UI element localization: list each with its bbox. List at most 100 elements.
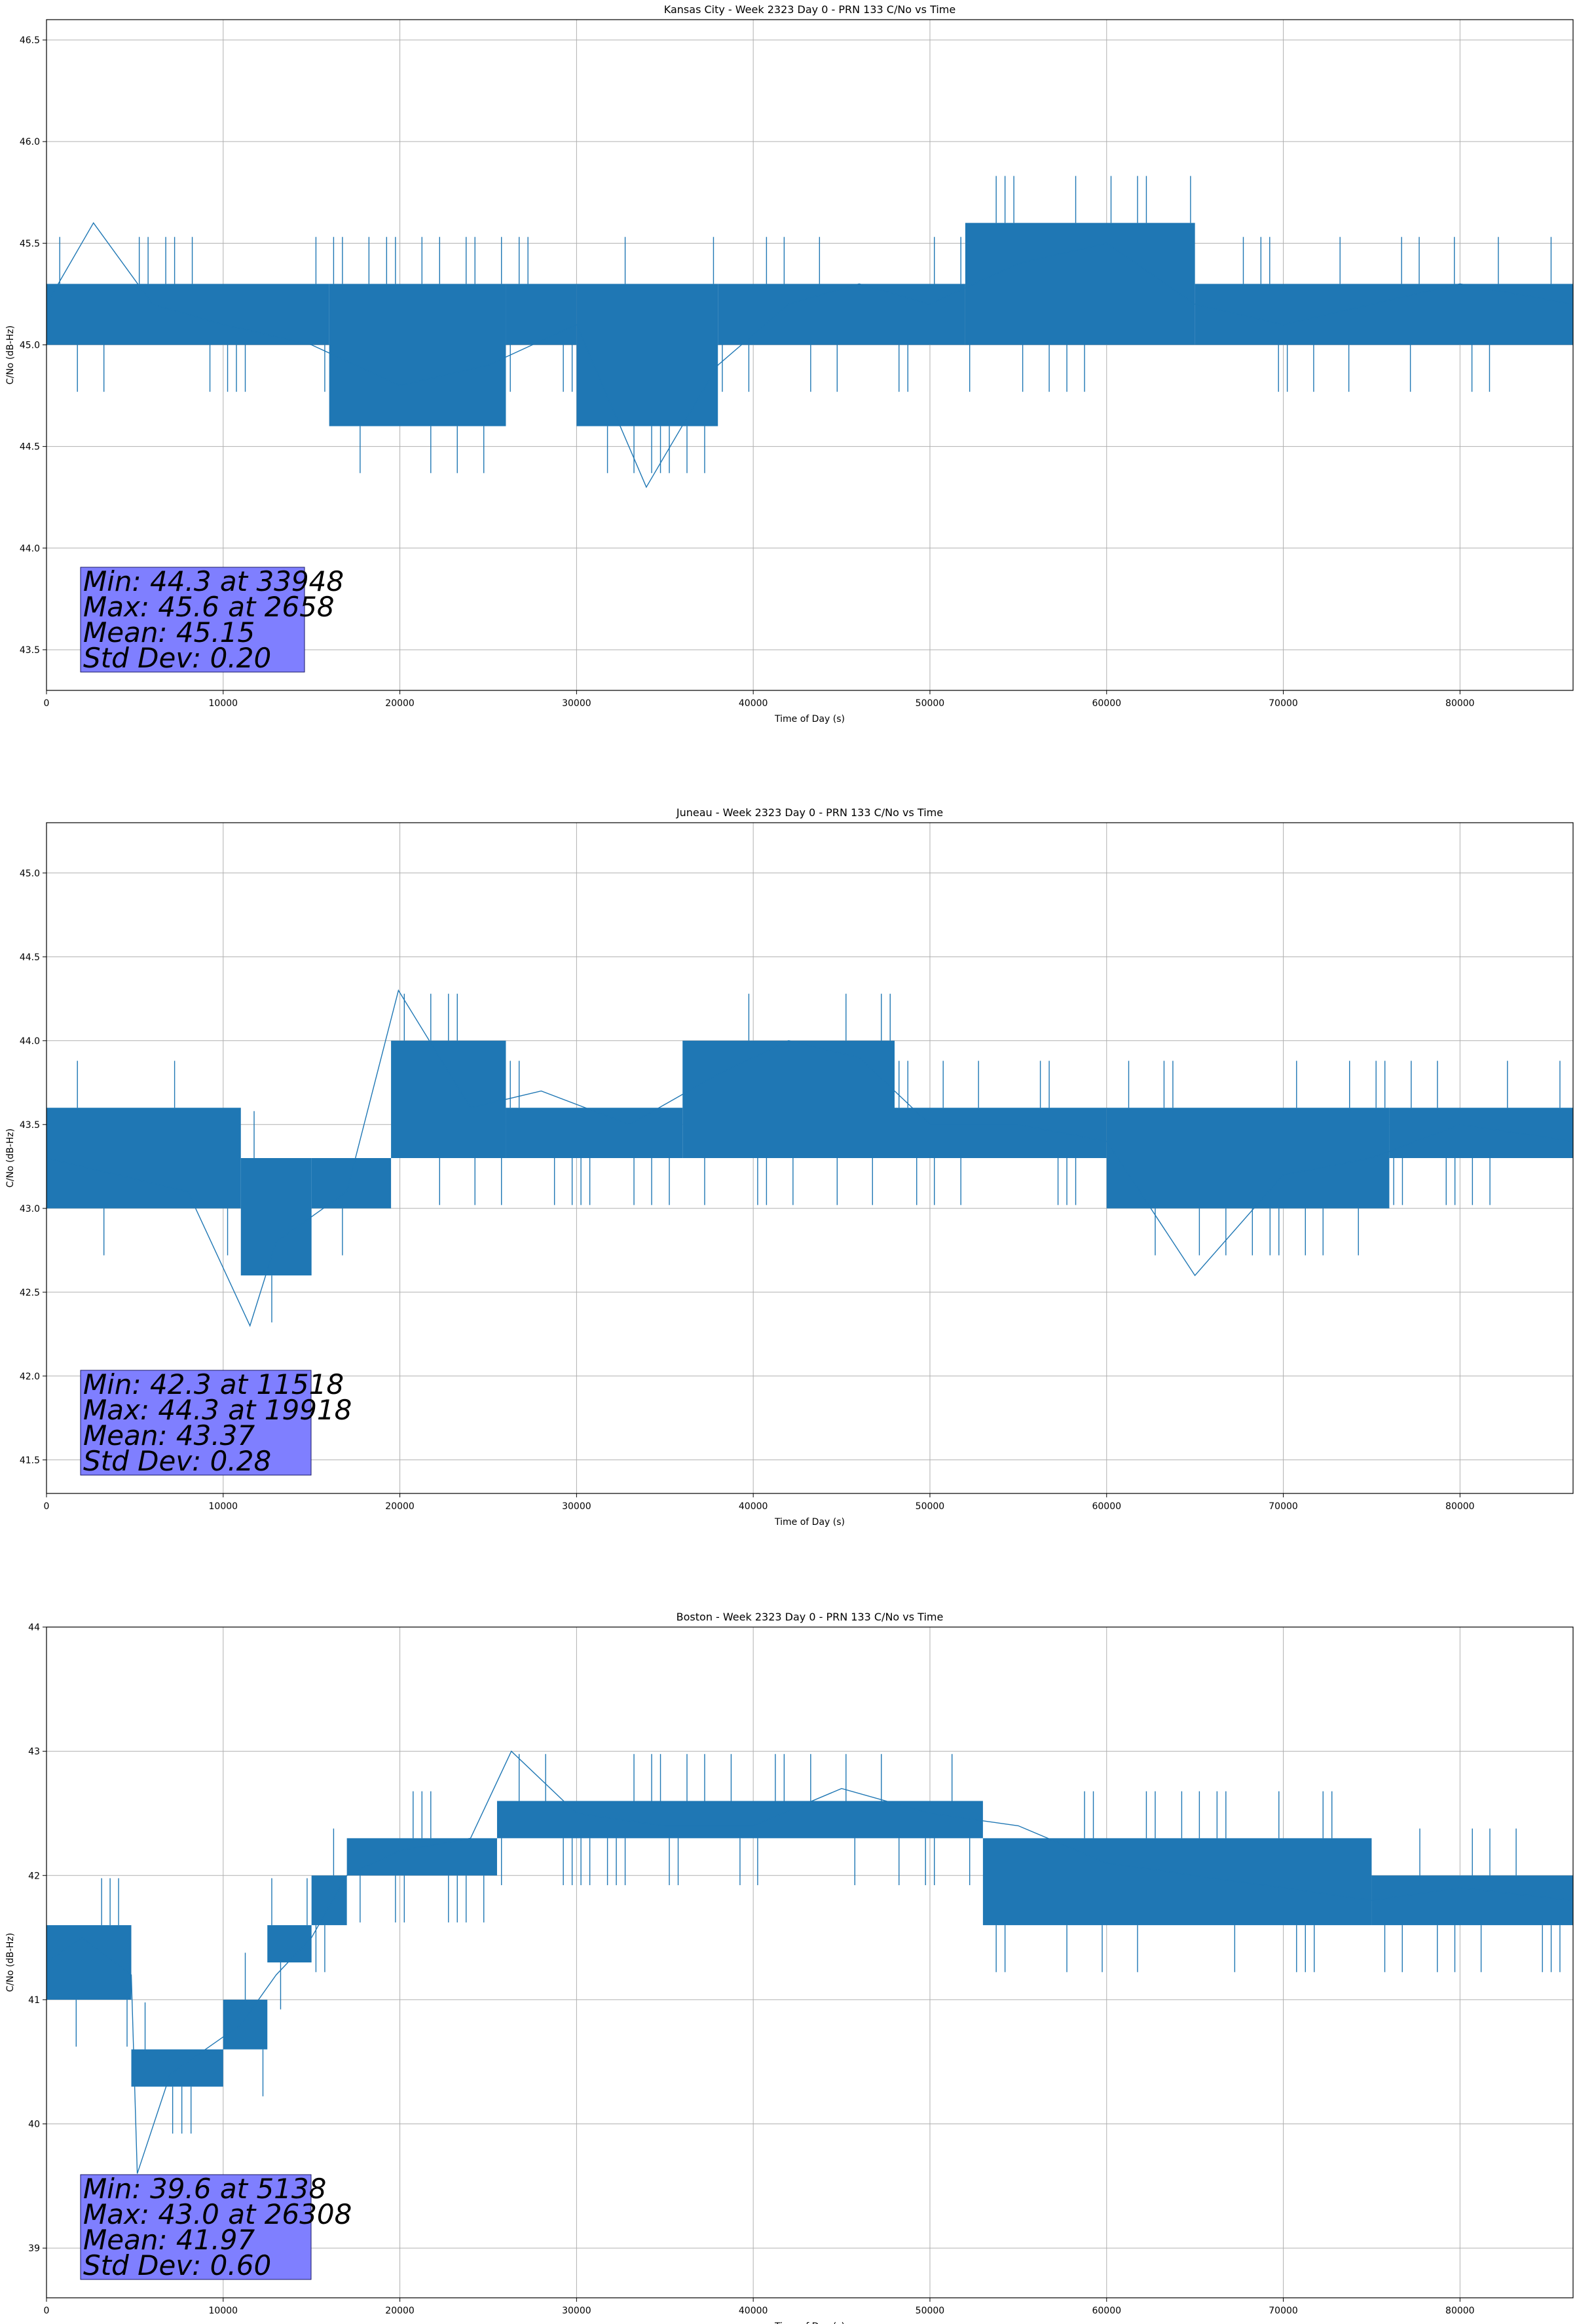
series-band	[1389, 1108, 1573, 1158]
series-band	[131, 2049, 223, 2087]
y-tick-label: 43.0	[20, 1204, 40, 1214]
y-tick-label: 45.0	[20, 340, 40, 350]
series-line	[46, 1750, 1574, 2174]
stats-line: Max: 45.6 at 2658	[83, 591, 335, 623]
series-1	[46, 176, 1574, 489]
series-band	[718, 284, 965, 345]
y-tick-label: 44.5	[20, 952, 40, 963]
series-band	[346, 1838, 497, 1876]
series-band	[506, 284, 577, 345]
x-tick-label: 50000	[916, 1501, 945, 1512]
stats-box	[80, 1370, 312, 1476]
series-line	[46, 222, 1574, 489]
chart-title: Kansas City - Week 2323 Day 0 - PRN 133 …	[664, 3, 955, 16]
x-tick-label: 0	[44, 1501, 50, 1512]
stats-line: Std Dev: 0.20	[83, 642, 271, 674]
x-tick-label: 40000	[739, 1501, 768, 1512]
x-tick-label: 30000	[562, 2306, 591, 2316]
x-axis-label: Time of Day (s)	[774, 1517, 845, 1527]
y-tick-label: 44.5	[20, 442, 40, 453]
stats-line: Std Dev: 0.60	[83, 2249, 271, 2281]
series-band	[223, 1999, 268, 2050]
series-band	[311, 1158, 392, 1209]
stats-line: Min: 44.3 at 33948	[83, 565, 344, 597]
x-tick-label: 50000	[916, 2306, 945, 2316]
series-band	[1195, 284, 1573, 345]
x-tick-label: 70000	[1269, 698, 1298, 709]
chart-panel-1: 0 10000 20000 30000 40000 50000 60000 70000 8000…	[5, 3, 1574, 724]
x-tick-label: 70000	[1269, 2306, 1298, 2316]
chart-title: Juneau - Week 2323 Day 0 - PRN 133 C/No …	[676, 806, 943, 819]
chart-panel-2: 0 10000 20000 30000 40000 50000 60000 70000 8000…	[5, 806, 1574, 1527]
x-axis-label: Time of Day (s)	[774, 714, 845, 724]
x-axis-label: Time of Day (s)	[774, 2321, 845, 2324]
x-tick-label: 60000	[1092, 2306, 1121, 2316]
series-band	[391, 1040, 506, 1158]
x-tick-label: 40000	[739, 2306, 768, 2316]
x-tick-label: 20000	[385, 1501, 415, 1512]
y-tick-label: 39	[28, 2243, 40, 2254]
y-tick-label: 46.0	[20, 137, 40, 147]
series-band	[46, 1925, 132, 2000]
y-tick-label: 45.5	[20, 238, 40, 249]
stats-line: Max: 44.3 at 19918	[83, 1394, 352, 1426]
x-tick-label: 80000	[1445, 1501, 1475, 1512]
x-tick-label: 10000	[209, 1501, 238, 1512]
stats-line: Max: 43.0 at 26308	[83, 2198, 352, 2230]
x-tick-label: 10000	[209, 2306, 238, 2316]
y-axis-label: C/No (dB-Hz)	[5, 326, 16, 384]
series-band	[1106, 1108, 1390, 1209]
series-band	[895, 1108, 1107, 1158]
y-tick-label: 44.0	[20, 544, 40, 554]
series-band	[1371, 1875, 1573, 1926]
y-tick-label: 40	[28, 2120, 40, 2130]
x-tick-label: 60000	[1092, 698, 1121, 709]
y-tick-label: 43.5	[20, 1120, 40, 1131]
y-tick-label: 45.0	[20, 869, 40, 879]
series-band	[46, 1108, 241, 1209]
stats-line: Mean: 43.37	[83, 1419, 255, 1452]
y-tick-label: 41	[28, 1995, 40, 2006]
y-tick-label: 42	[28, 1871, 40, 1881]
series-band	[496, 1801, 983, 1839]
stats-line: Min: 42.3 at 11518	[83, 1368, 344, 1400]
series-band	[682, 1040, 895, 1158]
x-tick-label: 30000	[562, 698, 591, 709]
x-tick-label: 0	[44, 2306, 50, 2316]
series-band	[506, 1108, 683, 1158]
x-tick-label: 70000	[1269, 1501, 1298, 1512]
series-band	[311, 1875, 347, 1926]
series-band	[982, 1838, 1372, 1926]
series-band	[329, 284, 506, 426]
y-tick-label: 42.5	[20, 1288, 40, 1298]
x-tick-label: 60000	[1092, 1501, 1121, 1512]
x-tick-label: 80000	[1445, 2306, 1475, 2316]
x-tick-label: 10000	[209, 698, 238, 709]
x-tick-label: 20000	[385, 2306, 415, 2316]
plot-frame	[46, 822, 1574, 1494]
y-tick-label: 42.0	[20, 1372, 40, 1382]
y-tick-label: 43.5	[20, 645, 40, 656]
series-band	[240, 1158, 312, 1276]
stats-line: Mean: 45.15	[83, 616, 255, 648]
series-3	[46, 1750, 1574, 2174]
plot-frame	[46, 1626, 1574, 2298]
x-tick-label: 0	[44, 698, 50, 709]
series-band	[267, 1925, 312, 1962]
series-band	[965, 223, 1195, 345]
y-tick-label: 46.5	[20, 35, 40, 46]
stats-line: Std Dev: 0.28	[83, 1445, 271, 1477]
y-axis-label: C/No (dB-Hz)	[5, 1129, 16, 1188]
y-tick-label: 43	[28, 1747, 40, 1757]
x-tick-label: 40000	[739, 698, 768, 709]
series-2	[46, 989, 1574, 1327]
series-band	[576, 284, 718, 426]
y-tick-label: 44.0	[20, 1036, 40, 1047]
stats-box	[80, 567, 305, 673]
chart-panel-3: 0 10000 20000 30000 40000 50000 60000 70000 8000…	[5, 1611, 1574, 2324]
plot-frame	[46, 19, 1574, 691]
stats-line: Min: 39.6 at 5138	[83, 2173, 326, 2205]
stats-box	[80, 2174, 312, 2280]
y-tick-label: 41.5	[20, 1455, 40, 1466]
